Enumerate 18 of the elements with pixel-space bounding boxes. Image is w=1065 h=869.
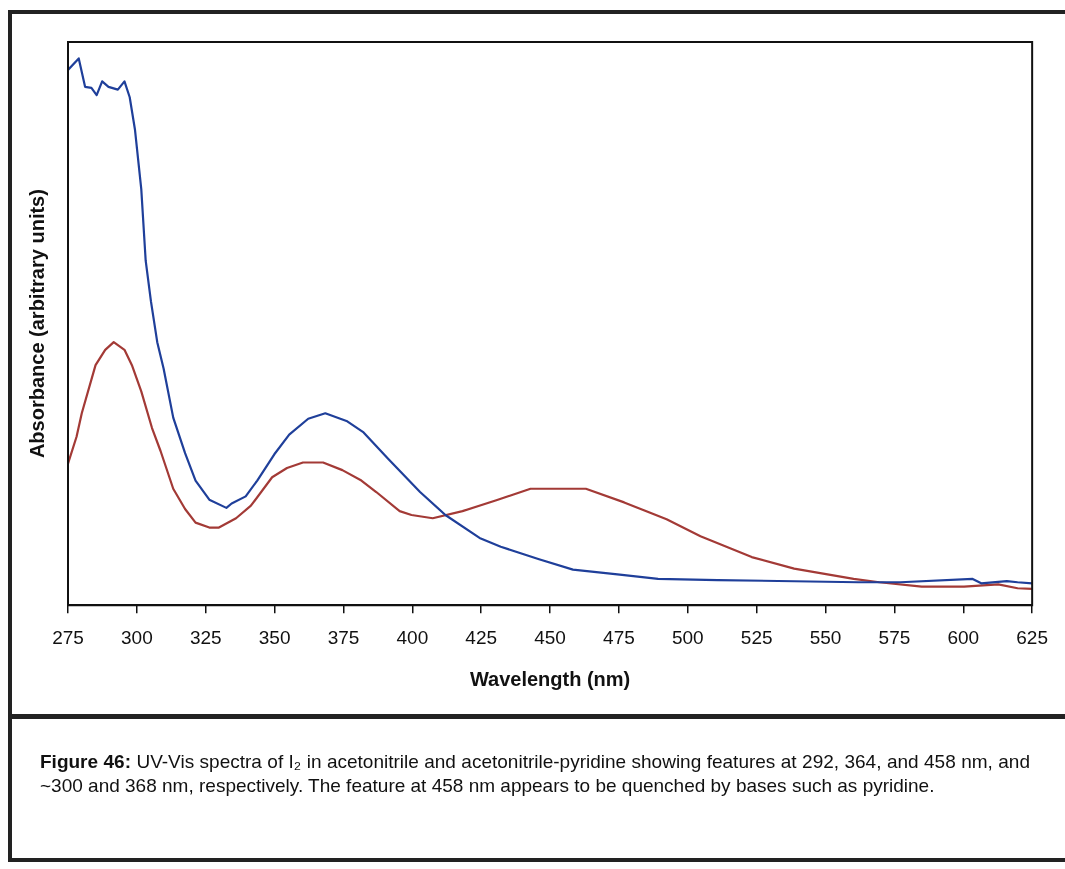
x-tick-label: 300 <box>121 626 153 648</box>
x-axis-title: Wavelength (nm) <box>469 667 631 690</box>
x-tick-label: 350 <box>258 626 291 648</box>
x-tick-label: 625 <box>1016 626 1048 648</box>
x-tick-label: 475 <box>603 626 635 648</box>
y-axis-title: Absorbance (arbitrary units) <box>25 189 48 459</box>
x-tick-label: 525 <box>740 626 773 648</box>
x-tick-label: 425 <box>465 626 498 648</box>
x-tick-label: 375 <box>327 626 360 648</box>
x-tick-label: 500 <box>671 626 704 648</box>
caption: Figure 46: UV-Vis spectra of I₂ in acetonitrile and acetonitrile-pyridine showing features at 292, 364, and 458 nm, and ~300 and 368 nm, respectively. The feature at 458 nm appears to be quenched by bases such as pyridine. <box>40 750 1030 798</box>
x-tick-label: 450 <box>534 626 566 648</box>
x-tick-label: 325 <box>189 626 222 648</box>
x-tick-label: 575 <box>878 626 911 648</box>
x-tick-label: 400 <box>396 626 429 648</box>
x-tick-label: 600 <box>947 626 980 648</box>
x-tick-label: 550 <box>809 626 842 648</box>
x-tick-label: 275 <box>52 626 84 648</box>
